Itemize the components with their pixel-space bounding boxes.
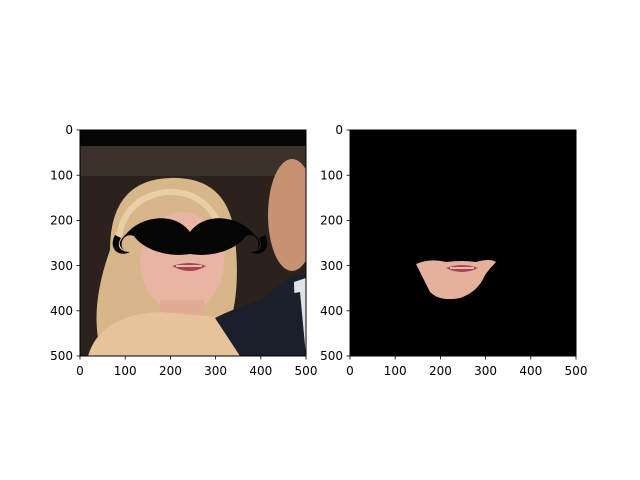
left-x-tick-label: 500 xyxy=(295,364,318,378)
right-x-tick-label: 0 xyxy=(346,364,354,378)
mustache xyxy=(119,218,261,255)
right-y-tick-label: 100 xyxy=(320,168,343,182)
left-x-tick-label: 0 xyxy=(76,364,84,378)
left-y-tick-label: 100 xyxy=(50,168,73,182)
right-x-tick-label: 200 xyxy=(429,364,452,378)
left-y-tick-label: 0 xyxy=(65,123,73,137)
left-x-tick-label: 400 xyxy=(249,364,272,378)
right-subplot: 0 100 200 300 400 500 0 100 200 300 400 500 xyxy=(320,123,587,378)
mouth-region xyxy=(416,260,496,300)
right-y-tick-label: 0 xyxy=(335,123,343,137)
right-y-axis: 0 100 200 300 400 500 xyxy=(320,123,350,363)
right-y-tick-label: 400 xyxy=(320,304,343,318)
left-axes-frame xyxy=(79,129,307,357)
left-y-tick-label: 200 xyxy=(50,214,73,228)
left-y-tick-label: 400 xyxy=(50,304,73,318)
right-y-tick-label: 300 xyxy=(320,259,343,273)
left-x-tick-label: 300 xyxy=(204,364,227,378)
left-subplot: 0 100 200 300 400 500 0 100 200 300 400 500 xyxy=(50,123,317,378)
right-x-tick-label: 500 xyxy=(565,364,588,378)
left-x-tick-label: 200 xyxy=(159,364,182,378)
right-x-tick-label: 100 xyxy=(384,364,407,378)
right-y-tick-label: 500 xyxy=(320,349,343,363)
right-axes-frame xyxy=(349,129,577,357)
left-y-tick-label: 300 xyxy=(50,259,73,273)
left-x-tick-label: 100 xyxy=(114,364,137,378)
left-y-tick-label: 500 xyxy=(50,349,73,363)
right-image xyxy=(350,130,576,356)
right-x-tick-label: 400 xyxy=(519,364,542,378)
right-x-tick-label: 300 xyxy=(474,364,497,378)
left-y-axis: 0 100 200 300 400 500 xyxy=(50,123,80,363)
left-image xyxy=(80,130,306,356)
right-y-tick-label: 200 xyxy=(320,214,343,228)
right-x-axis: 0 100 200 300 400 500 xyxy=(346,356,587,378)
left-x-axis: 0 100 200 300 400 500 xyxy=(76,356,317,378)
